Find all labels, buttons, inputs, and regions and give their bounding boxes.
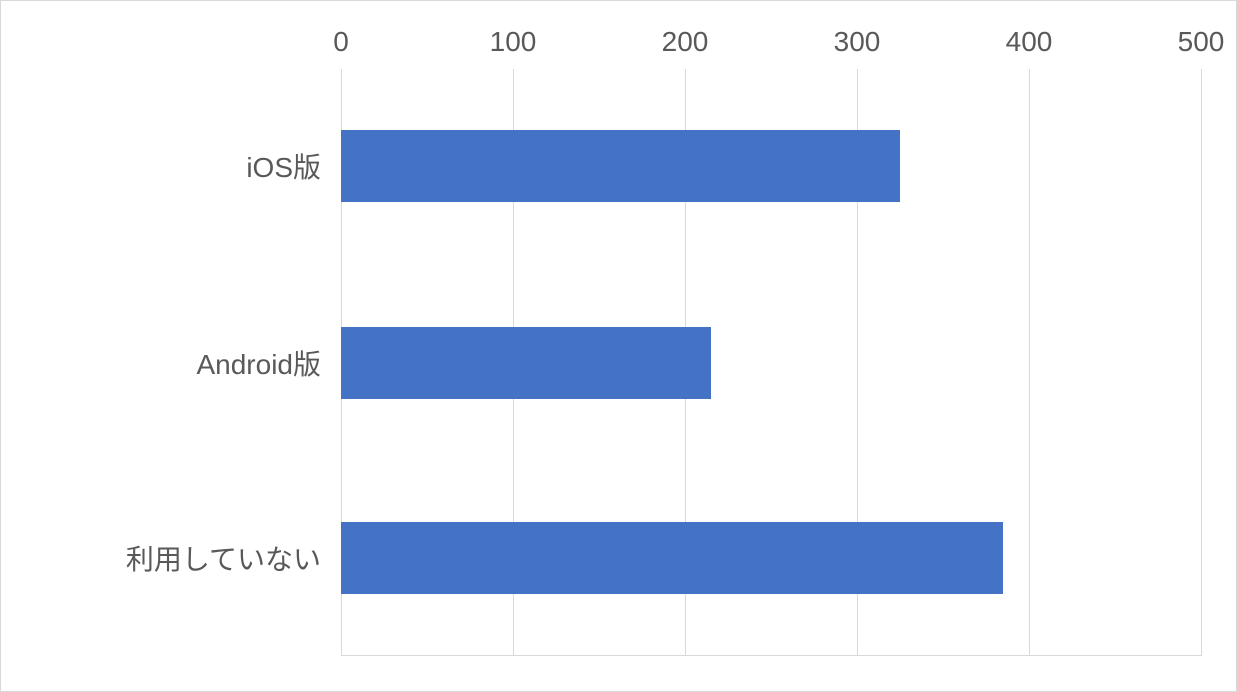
plot-area	[341, 69, 1201, 656]
gridline	[1029, 69, 1030, 656]
x-axis-tick-label: 0	[333, 26, 349, 58]
x-axis-tick-label: 200	[662, 26, 709, 58]
category-label: 利用していない	[126, 538, 321, 578]
bar	[341, 522, 1003, 594]
category-label: iOS版	[246, 146, 321, 186]
chart-container: 0 100 200 300 400 500 iOS版 Android版利用していない	[0, 0, 1237, 692]
x-axis-tick-label: 500	[1178, 26, 1225, 58]
gridline	[1201, 69, 1202, 656]
bar	[341, 327, 711, 399]
chart-inner: 0100200300400500 iOS版Android版利用していない	[17, 17, 1220, 675]
x-axis-tick-label: 300	[834, 26, 881, 58]
x-axis-tick-label: 100	[490, 26, 537, 58]
category-label: Android版	[196, 343, 321, 383]
x-axis-line	[341, 655, 1201, 656]
bar	[341, 130, 900, 202]
x-axis-tick-label: 400	[1006, 26, 1053, 58]
